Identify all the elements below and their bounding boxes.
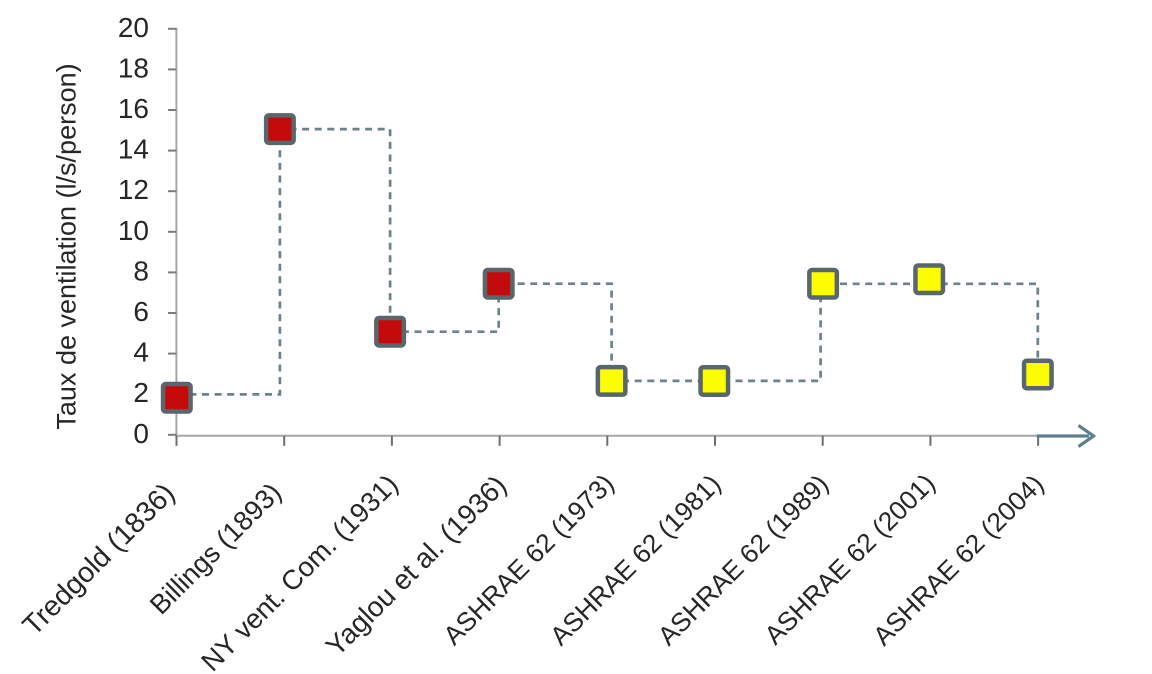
svg-text:Yaglou et al. (1936): Yaglou et al. (1936) bbox=[320, 469, 513, 662]
svg-text:16: 16 bbox=[118, 93, 149, 124]
svg-text:10: 10 bbox=[118, 215, 149, 246]
svg-text:12: 12 bbox=[118, 174, 149, 205]
svg-text:8: 8 bbox=[133, 255, 149, 286]
svg-text:18: 18 bbox=[118, 52, 149, 83]
svg-text:Tredgold (1836): Tredgold (1836) bbox=[17, 477, 182, 642]
svg-text:0: 0 bbox=[133, 418, 149, 449]
svg-text:20: 20 bbox=[118, 12, 149, 43]
svg-text:NY vent. Com. (1931): NY vent. Com. (1931) bbox=[195, 468, 404, 674]
svg-text:Taux de ventilation (l/s/perso: Taux de ventilation (l/s/person) bbox=[52, 63, 82, 429]
svg-text:6: 6 bbox=[133, 296, 149, 327]
svg-text:2: 2 bbox=[133, 377, 149, 408]
svg-text:4: 4 bbox=[133, 337, 149, 368]
svg-text:14: 14 bbox=[118, 134, 149, 165]
